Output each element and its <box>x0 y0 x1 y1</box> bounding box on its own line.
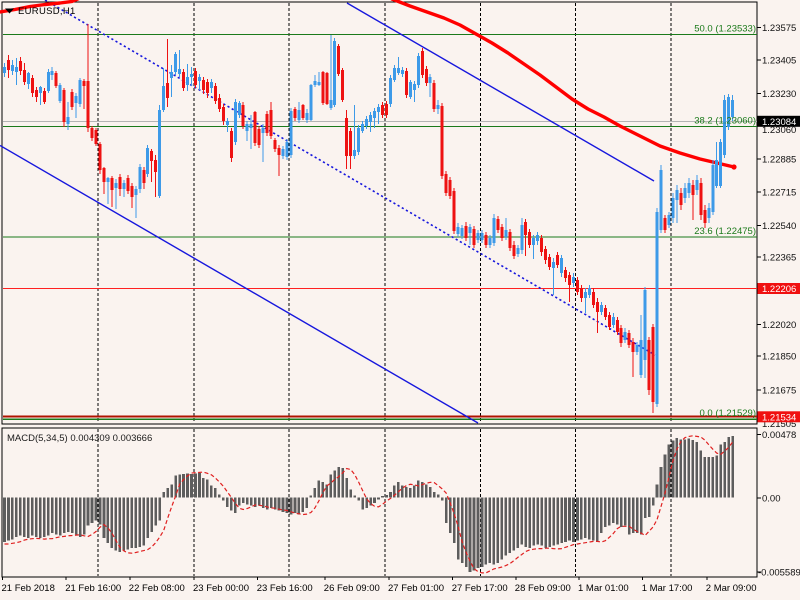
svg-text:27 Feb 01:00: 27 Feb 01:00 <box>388 583 444 594</box>
svg-text:38.2 (1.23060): 38.2 (1.23060) <box>694 116 756 127</box>
svg-text:50.0 (1.23533): 50.0 (1.23533) <box>694 24 756 35</box>
svg-text:26 Feb 09:00: 26 Feb 09:00 <box>324 583 380 594</box>
svg-text:1.22715: 1.22715 <box>762 188 796 199</box>
svg-text:21 Feb 16:00: 21 Feb 16:00 <box>65 583 121 594</box>
svg-text:1 Mar 17:00: 1 Mar 17:00 <box>642 583 693 594</box>
svg-text:-0.005589: -0.005589 <box>758 567 800 578</box>
svg-text:0.0 (1.21529): 0.0 (1.21529) <box>699 408 756 419</box>
svg-text:1.22206: 1.22206 <box>762 284 796 295</box>
svg-text:1.23084: 1.23084 <box>762 117 796 128</box>
svg-text:1 Mar 01:00: 1 Mar 01:00 <box>578 583 629 594</box>
svg-text:23.6 (1.22475): 23.6 (1.22475) <box>694 226 756 237</box>
svg-text:1.22020: 1.22020 <box>762 320 796 331</box>
svg-text:22 Feb 08:00: 22 Feb 08:00 <box>129 583 185 594</box>
svg-text:1.22885: 1.22885 <box>762 155 796 166</box>
svg-text:1.23575: 1.23575 <box>762 23 796 34</box>
svg-text:23 Feb 00:00: 23 Feb 00:00 <box>193 583 249 594</box>
svg-text:28 Feb 09:00: 28 Feb 09:00 <box>515 583 571 594</box>
svg-text:0.00: 0.00 <box>762 494 781 505</box>
svg-text:0.00478: 0.00478 <box>762 430 796 441</box>
svg-text:MACD(5,34,5) 0.004309 0.003666: MACD(5,34,5) 0.004309 0.003666 <box>7 433 152 444</box>
svg-text:21 Feb 2018: 21 Feb 2018 <box>2 583 55 594</box>
svg-text:1.22365: 1.22365 <box>762 253 796 264</box>
svg-text:1.21534: 1.21534 <box>762 412 796 423</box>
svg-text:1.21505: 1.21505 <box>762 419 796 430</box>
svg-text:1.21675: 1.21675 <box>762 386 796 397</box>
svg-text:27 Feb 17:00: 27 Feb 17:00 <box>452 583 508 594</box>
svg-text:23 Feb 16:00: 23 Feb 16:00 <box>257 583 313 594</box>
svg-text:EURUSD,H1: EURUSD,H1 <box>18 6 76 17</box>
svg-text:1.22540: 1.22540 <box>762 221 796 232</box>
svg-text:1.23230: 1.23230 <box>762 89 796 100</box>
svg-text:1.23060: 1.23060 <box>762 125 796 136</box>
svg-text:1.23405: 1.23405 <box>762 56 796 67</box>
svg-text:1.21850: 1.21850 <box>762 352 796 363</box>
svg-text:2 Mar 09:00: 2 Mar 09:00 <box>706 583 757 594</box>
